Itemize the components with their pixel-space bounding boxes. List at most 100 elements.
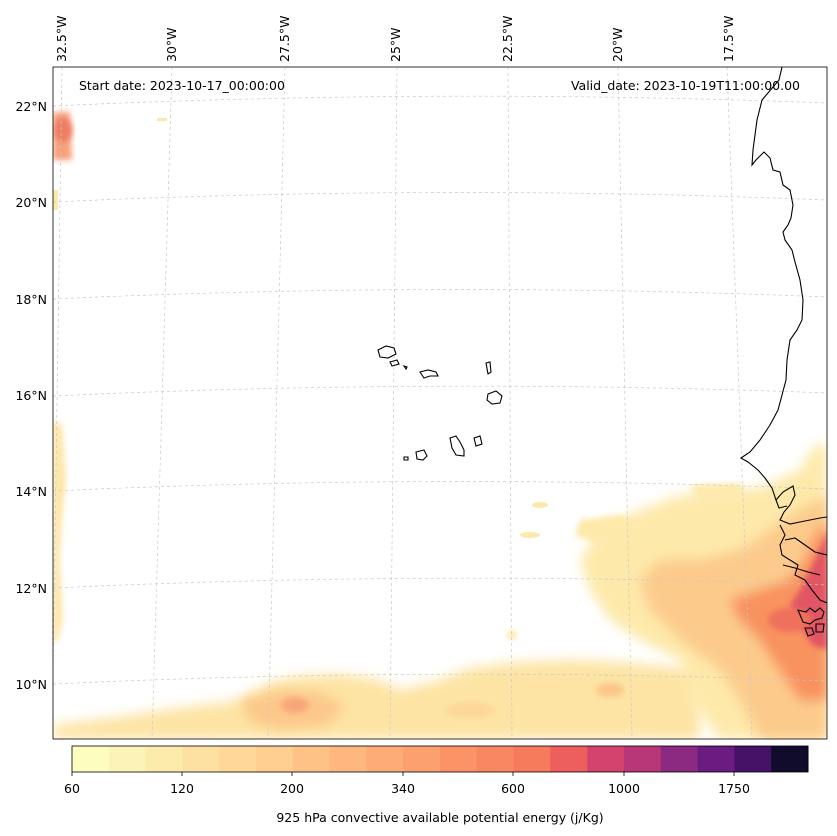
- meridian-27-5w: [267, 67, 286, 739]
- african-coastline: [739, 67, 827, 525]
- cape-region-east-lobe: [575, 515, 650, 545]
- colorbar-tick-label-600: 600: [501, 781, 525, 796]
- meridian-25w: [389, 67, 398, 739]
- lat-label-20n: 20°N: [15, 195, 47, 210]
- latitude-labels: 22°N 20°N 18°N 16°N 14°N 12°N 10°N: [15, 99, 47, 692]
- bijagos-islands: [797, 607, 825, 625]
- colorbar-swatch: [72, 746, 110, 772]
- parallel-14n: [53, 481, 827, 492]
- santiago: [449, 435, 465, 457]
- cape-region-west-strip: [53, 190, 58, 210]
- colorbar-swatch: [734, 746, 772, 772]
- lat-label-18n: 18°N: [15, 292, 47, 307]
- cape-region-east-core-2: [768, 608, 812, 632]
- sao-vicente: [389, 359, 400, 367]
- meridian-32-5w: [53, 67, 63, 696]
- colorbar-tick-label-340: 340: [391, 781, 415, 796]
- colorbar-swatch: [292, 746, 331, 772]
- cape-region-east-dot: [507, 630, 517, 640]
- cape-region-east-lobe-2: [690, 484, 745, 500]
- colorbar-swatch: [771, 746, 809, 772]
- colorbar-swatch: [513, 746, 551, 772]
- colorbar: 60 120 200 340 600 1000 1750 925 hPa con…: [64, 745, 809, 825]
- colorbar-swatch: [476, 746, 515, 772]
- cape-region-east-mid: [640, 495, 827, 739]
- colorbar-swatch: [182, 746, 220, 772]
- maio: [473, 435, 483, 447]
- cape-region-south-spot: [281, 697, 309, 713]
- sao-nicolau: [419, 369, 439, 379]
- colorbar-swatch: [587, 746, 625, 772]
- cape-region-west-top-core: [54, 118, 72, 142]
- cape-region-south-spot-3: [445, 702, 495, 718]
- colorbar-tick-label-120: 120: [170, 781, 194, 796]
- lat-label-14n: 14°N: [15, 484, 47, 499]
- sal: [485, 361, 492, 375]
- meridian-22-5w: [507, 67, 513, 739]
- colorbar-frame: [71, 745, 809, 773]
- meridian-17-5w: [726, 67, 753, 739]
- colorbar-swatch: [108, 746, 147, 772]
- brava: [403, 456, 409, 461]
- colorbar-label: 925 hPa convective available potential e…: [276, 810, 603, 825]
- santa-luzia: [402, 364, 408, 371]
- parallel-20n: [53, 192, 827, 203]
- lon-label-22-5w: 22.5°W: [500, 16, 515, 62]
- map-frame: [52, 66, 828, 740]
- cape-region-south-band: [53, 660, 700, 739]
- lat-label-10n: 10°N: [15, 677, 47, 692]
- cape-region-south-spot-2: [596, 683, 624, 697]
- coast-inlet-1: [784, 537, 827, 556]
- island-guinea-2: [815, 623, 825, 633]
- cape-region-west-dot: [157, 118, 167, 121]
- colorbar-tick-label-200: 200: [280, 781, 304, 796]
- parallel-16n: [53, 385, 827, 397]
- colorbar-swatch: [366, 746, 404, 772]
- graticule: [53, 67, 827, 739]
- colorbar-swatch: [219, 746, 257, 772]
- lon-label-30w: 30°W: [164, 27, 179, 62]
- lon-label-20w: 20°W: [610, 27, 625, 62]
- coast-inlet-2: [782, 564, 821, 576]
- colorbar-ticks: [71, 772, 735, 776]
- african-coastline-south: [779, 524, 827, 604]
- cape-field: [53, 112, 827, 739]
- island-guinea-1: [804, 627, 815, 637]
- longitude-labels: 32.5°W 30°W 27.5°W 25°W 22.5°W 20°W 17.5…: [54, 16, 736, 62]
- colorbar-swatch: [403, 746, 441, 772]
- colorbar-swatches: [72, 746, 809, 772]
- lat-label-22n: 22°N: [15, 99, 47, 114]
- lon-label-27-5w: 27.5°W: [277, 16, 292, 62]
- colorbar-swatch: [256, 746, 294, 772]
- parallel-12n: [53, 577, 827, 589]
- lon-label-32-5w: 32.5°W: [54, 16, 69, 62]
- cape-region-east-dot-2: [532, 502, 548, 508]
- colorbar-swatch: [550, 746, 588, 772]
- colorbar-swatch: [624, 746, 662, 772]
- dakar-peninsula: [775, 499, 788, 509]
- lat-label-12n: 12°N: [15, 581, 47, 596]
- coastlines: [377, 67, 827, 637]
- parallel-10n: [53, 673, 827, 685]
- colorbar-swatch: [329, 746, 367, 772]
- lat-label-16n: 16°N: [15, 388, 47, 403]
- colorbar-swatch: [660, 746, 699, 772]
- lon-label-25w: 25°W: [388, 27, 403, 62]
- colorbar-tick-label-1000: 1000: [608, 781, 640, 796]
- meridian-30w: [151, 67, 173, 739]
- boa-vista: [486, 390, 503, 405]
- parallel-18n: [53, 289, 827, 300]
- start-date-label: Start date: 2023-10-17_00:00:00: [79, 78, 285, 93]
- valid-date-label: Valid_date: 2023-10-19T11:00:00.00: [571, 78, 800, 93]
- colorbar-swatch: [697, 746, 735, 772]
- colorbar-tick-label-1750: 1750: [718, 781, 750, 796]
- meridian-20w: [617, 67, 633, 739]
- colorbar-tick-label-60: 60: [64, 781, 80, 796]
- colorbar-swatch: [145, 746, 183, 772]
- lon-label-17-5w: 17.5°W: [721, 16, 736, 62]
- colorbar-swatch: [440, 746, 478, 772]
- parallel-22n: [53, 95, 827, 107]
- fogo: [415, 449, 428, 461]
- cape-region-east-dot-3: [520, 532, 540, 538]
